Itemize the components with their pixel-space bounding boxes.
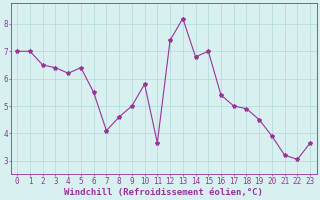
X-axis label: Windchill (Refroidissement éolien,°C): Windchill (Refroidissement éolien,°C) xyxy=(64,188,263,197)
